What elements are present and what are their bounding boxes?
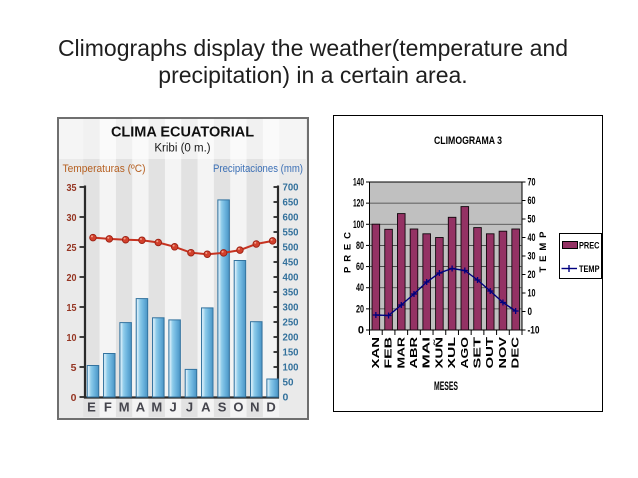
svg-text:XAN: XAN [370,337,382,369]
svg-text:D: D [266,400,275,415]
svg-text:O: O [233,400,243,415]
svg-text:350: 350 [283,287,299,299]
svg-text:30: 30 [67,212,77,224]
svg-text:35: 35 [67,182,77,194]
svg-text:E: E [87,400,96,415]
svg-text:500: 500 [283,242,299,254]
svg-text:10: 10 [528,288,536,300]
svg-text:SET: SET [472,336,484,368]
svg-text:50: 50 [283,377,294,389]
svg-text:CLIMA ECUATORIAL: CLIMA ECUATORIAL [111,125,254,141]
svg-text:40: 40 [356,282,364,294]
svg-text:5: 5 [71,362,77,374]
svg-text:30: 30 [528,251,536,263]
svg-text:PREC: PREC [579,241,600,251]
svg-text:NOV: NOV [497,337,509,369]
svg-text:DEC: DEC [510,336,522,368]
svg-text:OUT: OUT [484,336,496,368]
svg-text:300: 300 [283,302,299,314]
svg-text:10: 10 [67,332,77,344]
svg-text:0: 0 [71,392,77,404]
svg-text:J: J [169,400,176,415]
svg-text:250: 250 [283,317,299,329]
svg-text:60: 60 [356,261,364,273]
svg-text:600: 600 [283,212,299,224]
svg-text:50: 50 [528,214,536,226]
svg-text:60: 60 [528,195,536,207]
svg-text:150: 150 [283,347,299,359]
svg-text:XUÑ: XUÑ [432,337,445,369]
svg-text:700: 700 [283,182,299,194]
svg-text:20: 20 [67,272,77,284]
svg-text:F: F [104,400,112,415]
svg-text:J: J [186,400,193,415]
svg-text:20: 20 [356,303,364,315]
svg-text:M: M [151,400,162,415]
svg-text:M: M [119,400,130,415]
svg-text:CLIMOGRAMA 3: CLIMOGRAMA 3 [434,135,502,147]
svg-text:Kribi (0 m.): Kribi (0 m.) [154,143,210,155]
svg-text:70: 70 [528,177,536,189]
svg-text:S: S [218,400,227,415]
svg-text:AGO: AGO [459,337,471,369]
svg-text:A: A [201,400,211,415]
svg-text:0: 0 [358,325,364,337]
svg-text:Temperaturas (ºC): Temperaturas (ºC) [63,163,146,175]
svg-text:Precipitaciones (mm): Precipitaciones (mm) [213,163,303,175]
svg-text:550: 550 [283,227,299,239]
svg-text:25: 25 [67,242,77,254]
svg-text:-10: -10 [528,325,540,337]
svg-text:N: N [250,400,259,415]
svg-text:650: 650 [283,197,299,209]
svg-text:15: 15 [67,302,77,314]
svg-text:80: 80 [356,240,364,252]
svg-text:20: 20 [528,269,536,281]
svg-text:140: 140 [353,177,364,189]
svg-text:A: A [136,400,146,415]
svg-text:450: 450 [283,257,299,269]
svg-text:MAR: MAR [395,336,407,368]
svg-text:FEB: FEB [383,336,395,368]
svg-text:ABR: ABR [408,336,420,368]
svg-text:MAI: MAI [421,337,433,369]
svg-text:0: 0 [283,392,289,404]
svg-text:40: 40 [528,232,536,244]
svg-text:200: 200 [283,332,299,344]
svg-text:MESES: MESES [434,379,458,393]
svg-text:XUL: XUL [446,336,458,368]
svg-text:100: 100 [283,362,299,374]
svg-text:100: 100 [353,219,364,231]
svg-text:TEMP: TEMP [579,264,600,274]
svg-text:0: 0 [528,306,533,318]
svg-text:400: 400 [283,272,299,284]
svg-text:120: 120 [353,198,364,210]
